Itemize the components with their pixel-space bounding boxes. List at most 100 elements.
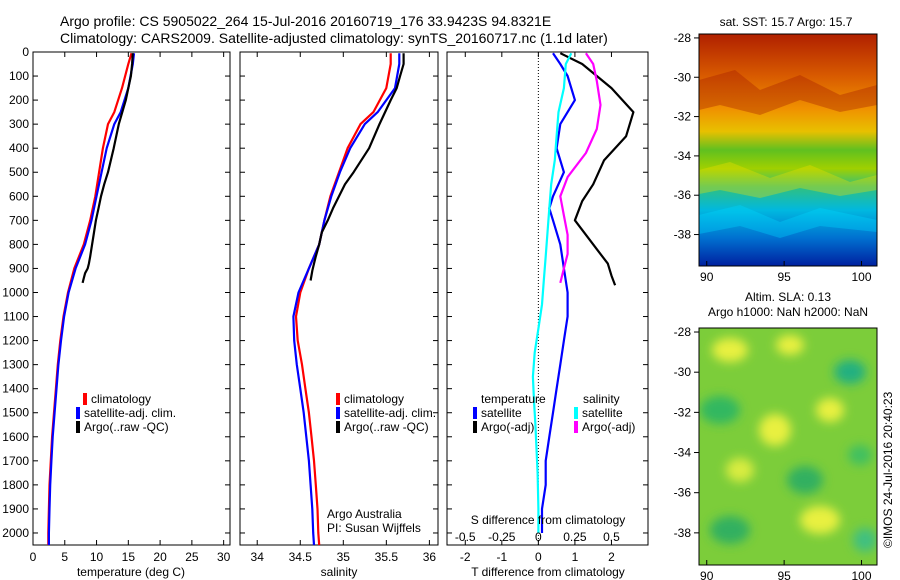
x-tick-label: 20 [153,550,167,564]
lon-tick-label: 90 [700,569,714,580]
lon-tick-label: 100 [852,569,872,580]
temperature-series [47,52,136,545]
legend-s-satellite-label: satellite [582,406,623,420]
s-tick-label: 0.5 [603,530,620,544]
series-line-satellite-adj-clim [47,53,136,545]
salinity-legend: climatology satellite-adj. clim. Argo(..… [336,392,436,434]
lat-tick-label: -38 [674,228,692,242]
depth-tick-label: 1100 [3,310,29,324]
legend-argo-swatch [76,421,80,433]
series-line-climatology [294,53,392,546]
legend-s-argo-swatch [574,421,578,433]
legend-argo-label: Argo(..raw -QC) [344,420,429,434]
depth-tick-label: 900 [9,261,29,275]
legend-climatology-swatch [83,393,87,405]
depth-tick-label: 1700 [2,454,29,468]
legend-temperature-title: temperature [481,392,546,406]
sla-map-frame [698,327,878,566]
depth-tick-label: 600 [9,189,29,203]
salinity-axis-ticks: 34 34.5 35 35.5 36 [251,52,437,564]
figure-title-line1: Argo profile: CS 5905022_264 15-Jul-2016… [60,13,551,29]
sst-map-field [699,34,877,266]
series-line-temperature-argo-adj [559,52,635,286]
legend-climatology-label: climatology [344,392,404,406]
x-tick-label: 15 [122,550,136,564]
lat-tick-label: -28 [674,31,692,45]
legend-t-argo-swatch [473,421,477,433]
x-tick-label: 30 [217,550,231,564]
legend-satellite-label: satellite-adj. clim. [84,406,176,420]
legend-satellite-swatch [336,407,340,419]
legend-satellite-swatch [76,407,80,419]
sla-map-panel: Altim. SLA: 0.13 Argo h1000: NaN h2000: … [674,290,878,580]
salinity-axis-label: salinity [321,565,358,579]
credit-org: Argo Australia [327,507,402,521]
series-line-argo-raw-qc [81,53,134,284]
legend-t-satellite-label: satellite [481,406,522,420]
sla-map-subtitle: Argo h1000: NaN h2000: NaN [708,305,868,319]
sst-map-title: sat. SST: 15.7 Argo: 15.7 [720,15,853,29]
depth-tick-label: 400 [9,141,29,155]
lon-tick-label: 100 [852,270,872,284]
difference-axis-ticks: -2 -1 0 1 2 [460,52,615,564]
salinity-difference-ticks: -0.5 -0.25 0 0.25 0.5 [455,530,620,544]
depth-tick-label: 1900 [2,502,29,516]
depth-tick-label: 1400 [2,382,29,396]
x-tick-label: 25 [185,550,199,564]
depth-tick-label: 1500 [2,406,29,420]
depth-tick-label: 1000 [2,285,29,299]
difference-plot-frame [446,51,649,546]
lat-tick-label: -36 [674,486,692,500]
sla-map-lon-ticks: 90 95 100 [700,560,872,580]
depth-tick-label: 1300 [2,358,29,372]
lat-tick-label: -30 [674,70,692,84]
salinity-series [292,53,405,546]
series-line-salinity-argo-adj [559,52,602,284]
salinity-plot-frame [239,51,439,546]
lat-tick-label: -32 [674,405,692,419]
depth-tick-label: 500 [9,165,29,179]
salinity-difference-label: S difference from climatology [471,513,626,527]
sst-map-lon-ticks: 90 95 100 [700,261,872,284]
s-tick-label: -0.25 [488,530,516,544]
legend-argo-swatch [336,421,340,433]
legend-climatology-swatch [336,393,340,405]
x-tick-label: 35.5 [375,550,399,564]
temperature-axis-label: temperature (deg C) [77,565,185,579]
x-tick-label: 10 [90,550,104,564]
temperature-panel: 0100200300400500600700800900100011001200… [2,45,230,579]
sst-map-texture [699,70,877,238]
depth-tick-label: 1600 [2,430,29,444]
sla-map-lat-ticks: -28 -30 -32 -34 -36 -38 [674,325,699,540]
credit-pi: PI: Susan Wijffels [327,521,421,535]
x-tick-label: 1 [572,550,579,564]
x-tick-label: -1 [496,550,507,564]
depth-tick-label: 0 [22,45,29,59]
sst-map-lat-ticks: -28 -30 -32 -34 -36 -38 [674,31,699,242]
legend-salinity-title: salinity [583,392,620,406]
temperature-axis-ticks: 0 5 10 15 20 25 30 [30,52,231,564]
depth-tick-label: 200 [9,93,29,107]
legend-t-satellite-swatch [473,407,477,419]
depth-tick-label: 1200 [2,334,29,348]
lat-tick-label: -36 [674,188,692,202]
legend-climatology-label: climatology [91,392,151,406]
x-tick-label: 5 [61,550,68,564]
x-tick-label: 0 [30,550,37,564]
temperature-difference-label: T difference from climatology [471,565,625,579]
sla-map-texture [700,335,877,552]
depth-tick-label: 300 [9,117,29,131]
lon-tick-label: 90 [700,270,714,284]
lon-tick-label: 95 [777,270,791,284]
depth-tick-label: 1800 [2,478,29,492]
s-tick-label: 0 [535,530,542,544]
depth-axis-ticks: 0 100 200 300 400 500 600 700 800 900 1000 1100 1200… [2,45,230,540]
sla-map-title: Altim. SLA: 0.13 [745,290,831,304]
x-tick-label: 34 [251,550,265,564]
imos-credit: ©IMOS 24-Jul-2016 20:40:23 [881,391,895,548]
legend-s-argo-label: Argo(-adj) [582,420,635,434]
depth-tick-label: 800 [9,237,29,251]
x-tick-label: 36 [423,550,437,564]
s-tick-label: 0.25 [563,530,587,544]
